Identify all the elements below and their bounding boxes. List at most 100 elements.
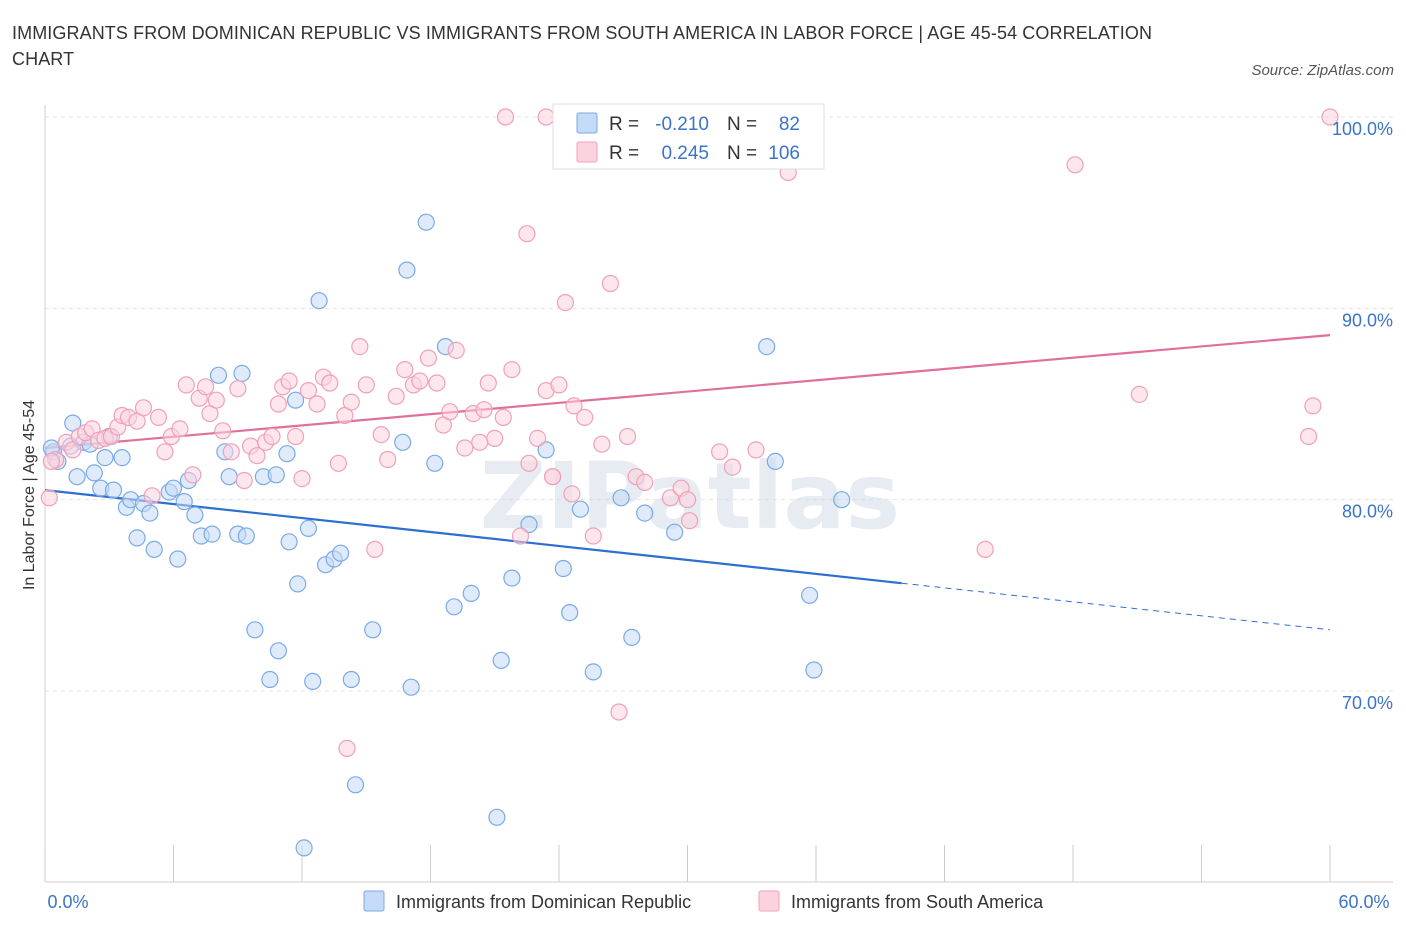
point-series-2-66 <box>503 361 521 379</box>
point-series-2-80 <box>618 427 637 446</box>
point-series-1-41 <box>289 575 307 593</box>
point-series-1-48 <box>342 670 360 689</box>
point-series-1-55 <box>426 454 444 472</box>
point-series-2-92 <box>1304 397 1322 415</box>
legend-swatch-pink <box>576 141 598 163</box>
point-series-2-52 <box>396 361 414 379</box>
point-series-2-55 <box>419 349 437 367</box>
point-series-2-56 <box>428 374 446 392</box>
point-series-1-31 <box>233 364 251 382</box>
point-series-1-68 <box>612 489 630 507</box>
point-series-2-76 <box>584 527 602 545</box>
point-series-2-39 <box>299 382 317 400</box>
point-series-1-52 <box>398 261 416 279</box>
point-series-1-9 <box>96 449 114 467</box>
legend-swatch-blue <box>576 112 598 134</box>
point-series-2-88 <box>976 540 994 559</box>
point-series-1-33 <box>246 621 264 639</box>
point-series-2-72 <box>550 376 568 394</box>
point-series-2-75 <box>576 408 594 426</box>
point-series-2-25 <box>207 391 225 409</box>
point-series-2-100 <box>747 441 765 459</box>
point-series-1-43 <box>304 672 322 691</box>
point-series-1-61 <box>503 569 521 587</box>
point-series-1-63 <box>537 441 555 459</box>
point-series-2-99 <box>42 452 61 470</box>
point-series-2-77 <box>593 435 611 453</box>
legend-n-value-2: 106 <box>768 143 800 164</box>
point-series-2-74 <box>565 397 583 415</box>
y-tick-label-90: 90.0% <box>1342 310 1393 330</box>
point-series-1-35 <box>261 670 279 689</box>
point-series-2-47 <box>357 376 375 394</box>
trend-line-extension-series-1 <box>901 582 1331 631</box>
point-series-1-69 <box>623 628 641 647</box>
point-series-2-86 <box>723 458 742 476</box>
point-series-1-57 <box>445 598 463 616</box>
point-series-2-69 <box>528 429 547 447</box>
point-series-2-51 <box>387 387 405 405</box>
point-series-1-40 <box>287 391 305 409</box>
point-series-1-62 <box>520 515 538 534</box>
series-legend-label-2: Immigrants from South America <box>791 892 1044 912</box>
point-series-2-60 <box>456 439 474 457</box>
point-series-1-20 <box>164 479 183 497</box>
chart-title: IMMIGRANTS FROM DOMINICAN REPUBLIC VS IM… <box>12 23 1153 69</box>
point-series-2-89 <box>1066 156 1084 174</box>
point-series-2-46 <box>351 338 369 356</box>
point-series-2-93 <box>1321 108 1339 126</box>
point-series-1-58 <box>462 584 480 603</box>
point-series-1-64 <box>554 559 572 578</box>
point-series-2-58 <box>441 403 459 421</box>
point-series-1-77 <box>295 839 313 857</box>
legend-n-label-1: N = <box>727 114 757 135</box>
legend-r-value-2: 0.245 <box>661 143 709 164</box>
point-series-2-91 <box>1299 427 1318 446</box>
point-series-2-79 <box>610 703 628 721</box>
point-series-1-21 <box>169 550 187 568</box>
point-series-2-42 <box>321 374 339 392</box>
point-series-2-78 <box>601 274 620 293</box>
point-series-2-23 <box>197 378 215 396</box>
point-series-1-39 <box>280 533 298 551</box>
point-series-2-63 <box>479 374 497 392</box>
point-series-2-21 <box>184 466 202 484</box>
point-series-1-67 <box>584 663 602 681</box>
point-series-1-49 <box>346 776 365 794</box>
point-series-1-11 <box>104 481 123 499</box>
point-series-1-65 <box>561 603 579 622</box>
series-legend: Immigrants from Dominican Republic Immig… <box>363 890 1044 912</box>
point-series-2-98 <box>338 739 356 758</box>
point-series-2-33 <box>263 427 281 446</box>
y-axis-label: In Labor Force | Age 45-54 <box>21 400 38 590</box>
point-series-2-67 <box>511 527 530 545</box>
point-series-2-15 <box>143 487 161 505</box>
point-series-1-47 <box>332 544 350 562</box>
point-series-2-82 <box>636 473 654 491</box>
point-series-1-17 <box>141 504 159 522</box>
point-series-2-95 <box>537 108 555 126</box>
point-series-2-96 <box>518 225 536 243</box>
point-series-2-65 <box>494 408 512 426</box>
point-series-2-62 <box>471 433 489 451</box>
point-series-1-66 <box>571 500 590 518</box>
point-series-1-70 <box>636 504 654 522</box>
y-tick-label-100: 100.0% <box>1332 119 1393 139</box>
point-series-1-42 <box>299 519 317 538</box>
point-series-2-17 <box>156 443 174 461</box>
series-legend-label-1: Immigrants from Dominican Republic <box>396 892 691 912</box>
point-series-2-83 <box>661 489 680 507</box>
point-series-1-27 <box>209 366 228 384</box>
point-series-1-60 <box>492 651 510 670</box>
y-tick-label-80: 80.0% <box>1342 502 1393 522</box>
point-series-2-102 <box>543 468 562 486</box>
legend-r-label-1: R = <box>609 114 639 135</box>
point-series-2-90 <box>1130 385 1149 403</box>
point-series-2-84 <box>680 512 699 530</box>
point-series-2-19 <box>171 420 189 438</box>
point-series-2-20 <box>177 376 195 394</box>
point-series-2-40 <box>308 395 326 413</box>
legend-n-value-1: 82 <box>779 114 800 135</box>
grid <box>45 116 1393 692</box>
